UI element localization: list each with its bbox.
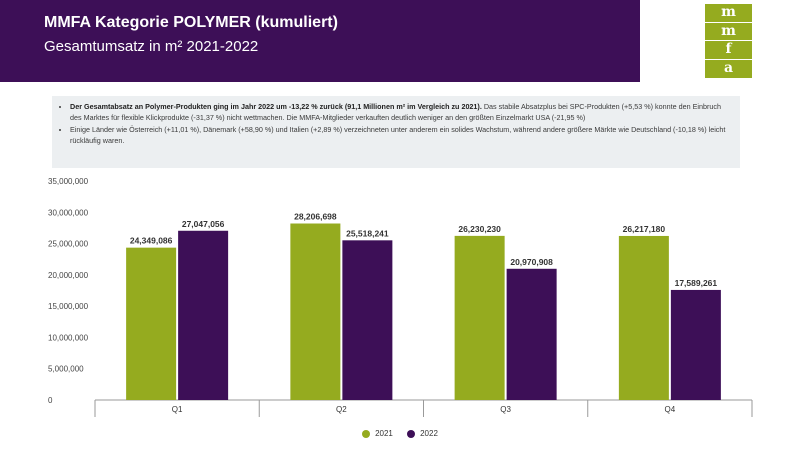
info-list: Der Gesamtabsatz an Polymer-Produkten gi…: [62, 102, 730, 146]
x-tick-label: Q1: [172, 405, 183, 414]
data-label: 26,230,230: [458, 224, 501, 234]
page-subtitle: Gesamtumsatz in m² 2021-2022: [44, 38, 259, 55]
header-banner: MMFA Kategorie POLYMER (kumuliert) Gesam…: [0, 0, 640, 82]
data-label: 17,589,261: [675, 278, 718, 288]
page-title: MMFA Kategorie POLYMER (kumuliert): [44, 14, 338, 31]
info-bullet-1-text: Das stabile Absatzplus bei SPC-Produkten…: [70, 102, 721, 122]
info-bullet-2: Einige Länder wie Österreich (+11,01 %),…: [70, 125, 730, 146]
bar-2022-q2: [342, 240, 393, 400]
legend-item-2021: 2021: [362, 429, 393, 438]
y-tick-label: 35,000,000: [48, 177, 89, 186]
bar-2021-q3: [454, 235, 505, 400]
y-tick-label: 15,000,000: [48, 302, 89, 311]
y-tick-label: 10,000,000: [48, 333, 89, 342]
bar-2021-q4: [618, 235, 669, 400]
mmfa-logo: m m f a: [705, 4, 752, 78]
chart-legend: 2021 2022: [0, 429, 800, 440]
y-tick-label: 20,000,000: [48, 271, 89, 280]
info-bullet-1-bold: Der Gesamtabsatz an Polymer-Produkten gi…: [70, 102, 482, 111]
x-tick-label: Q4: [665, 405, 676, 414]
logo-letter: f: [705, 41, 752, 60]
bar-2022-q4: [670, 289, 721, 400]
legend-label-2022: 2022: [420, 429, 438, 438]
legend-item-2022: 2022: [407, 429, 438, 438]
bar-2022-q3: [506, 268, 557, 400]
data-label: 20,970,908: [510, 257, 553, 267]
legend-swatch-2022: [407, 429, 416, 438]
bar-2022-q1: [178, 230, 229, 400]
data-label: 28,206,698: [294, 212, 337, 222]
y-tick-label: 30,000,000: [48, 208, 89, 217]
info-box: Der Gesamtabsatz an Polymer-Produkten gi…: [52, 96, 740, 168]
data-label: 25,518,241: [346, 228, 389, 238]
info-bullet-1: Der Gesamtabsatz an Polymer-Produkten gi…: [70, 102, 730, 123]
y-tick-label: 0: [48, 396, 53, 405]
logo-letter: m: [705, 23, 752, 41]
legend-swatch-2021: [362, 429, 371, 438]
bar-chart: 0 5,000,000 10,000,000 15,000,000 20,000,000…: [48, 177, 753, 417]
data-label: 26,217,180: [623, 224, 666, 234]
bar-2021-q1: [126, 247, 177, 400]
y-tick-label: 5,000,000: [48, 365, 84, 374]
data-label: 24,349,086: [130, 236, 173, 246]
logo-letter: a: [723, 59, 734, 76]
x-tick-label: Q3: [500, 405, 511, 414]
x-tick-label: Q2: [336, 405, 347, 414]
legend-label-2021: 2021: [375, 429, 393, 438]
logo-letter: m: [705, 4, 752, 23]
y-tick-label: 25,000,000: [48, 240, 89, 249]
bar-2021-q2: [290, 223, 341, 400]
data-label: 27,047,056: [182, 219, 225, 229]
